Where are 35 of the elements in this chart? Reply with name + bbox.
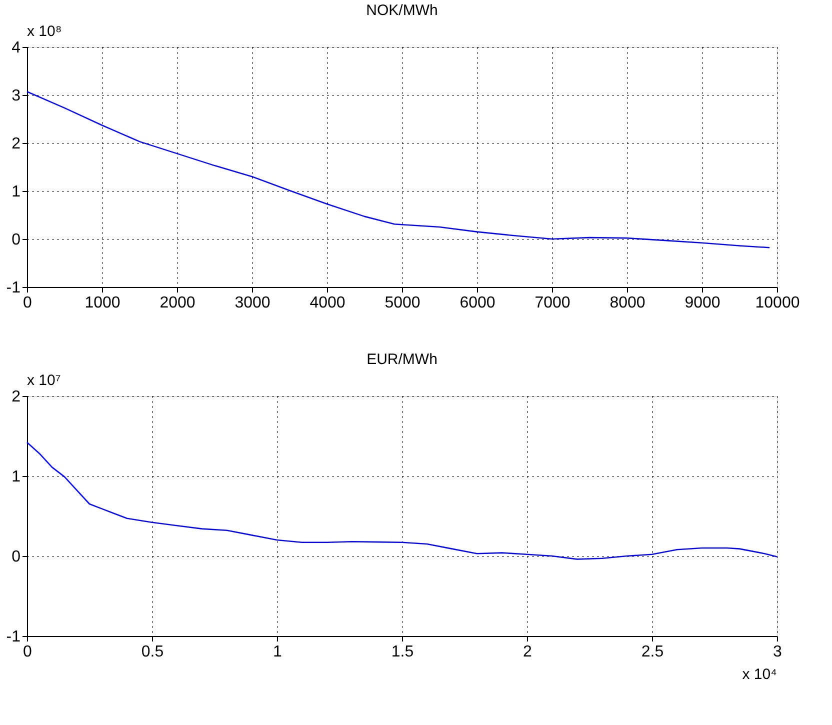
chart-title: NOK/MWh xyxy=(366,2,438,19)
y-tick-label: 1 xyxy=(12,468,21,486)
text: x 10⁴ xyxy=(742,666,777,683)
x-tick-label: 2.5 xyxy=(641,644,664,660)
x-tick-label: 4000 xyxy=(310,294,346,312)
x-tick-label: 3000 xyxy=(234,294,270,312)
x-tick-label: 6000 xyxy=(460,294,496,312)
x-tick-label: 0 xyxy=(23,644,32,660)
x-tick-label: 1000 xyxy=(84,294,120,312)
y-tick-label: 0 xyxy=(12,548,21,566)
x-tick-label: 3 xyxy=(773,644,782,660)
x-tick-label: 5000 xyxy=(384,294,420,312)
y-tick-label: 1 xyxy=(12,184,21,200)
chart-title: EUR/MWh xyxy=(366,351,438,368)
text: x 10⁸ xyxy=(27,23,62,40)
y-tick-label: 2 xyxy=(12,136,21,152)
x-tick-label: 2000 xyxy=(160,294,196,312)
x-tick-label: 10000 xyxy=(755,294,800,312)
y-tick-label: -1 xyxy=(6,280,21,296)
text: x 10⁷ xyxy=(27,372,61,389)
x-tick-label: 9000 xyxy=(684,294,720,312)
x-tick-label: 8000 xyxy=(610,294,646,312)
line-series xyxy=(26,90,770,248)
x-tick-label: 1 xyxy=(273,644,282,660)
x-tick-label: 0.5 xyxy=(141,644,164,660)
x-tick-label: 1.5 xyxy=(391,644,414,660)
x-tick-label: 0 xyxy=(23,294,32,312)
x-tick-label: 2 xyxy=(523,644,532,660)
line-series xyxy=(26,442,778,560)
y-tick-label: 4 xyxy=(12,40,21,56)
y-tick-label: 0 xyxy=(12,232,21,248)
y-tick-label: 3 xyxy=(12,88,21,104)
y-tick-label: 2 xyxy=(12,388,21,406)
x-tick-label: 7000 xyxy=(534,294,570,312)
y-tick-label: -1 xyxy=(6,628,21,646)
